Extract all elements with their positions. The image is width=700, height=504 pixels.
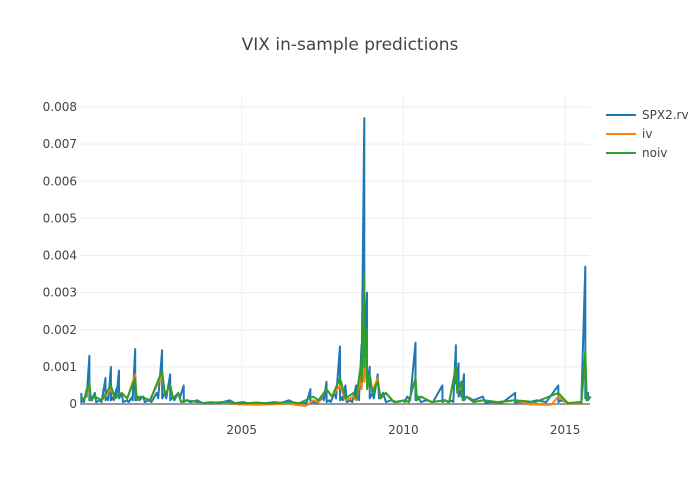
series-line-spx2-rv — [80, 117, 592, 405]
x-tick-label: 2005 — [226, 423, 257, 437]
legend-label: noiv — [642, 146, 667, 160]
y-tick-label: 0.003 — [43, 286, 77, 300]
gridlines — [80, 95, 590, 412]
x-tick-label: 2010 — [388, 423, 419, 437]
plot-area — [80, 117, 592, 407]
y-tick-label: 0.002 — [43, 323, 77, 337]
y-tick-label: 0.007 — [43, 137, 77, 151]
legend-label: iv — [642, 127, 652, 141]
legend-item[interactable]: noiv — [606, 146, 667, 160]
y-tick-label: 0.005 — [43, 211, 77, 225]
y-tick-label: 0.006 — [43, 174, 77, 188]
y-tick-label: 0.001 — [43, 360, 77, 374]
y-tick-label: 0 — [69, 397, 77, 411]
legend[interactable]: SPX2.rv iv noiv — [606, 108, 689, 160]
x-tick-label: 2015 — [550, 423, 581, 437]
axis-ticks: 0 0.001 0.002 0.003 0.004 0.005 0.006 0.007 0.00… — [43, 100, 581, 437]
legend-item[interactable]: iv — [606, 127, 652, 141]
legend-label: SPX2.rv — [642, 108, 689, 122]
y-tick-label: 0.004 — [43, 249, 77, 263]
series-line-noiv — [80, 273, 592, 405]
y-tick-label: 0.008 — [43, 100, 77, 114]
chart-title: VIX in-sample predictions — [242, 35, 459, 55]
legend-item[interactable]: SPX2.rv — [606, 108, 689, 122]
